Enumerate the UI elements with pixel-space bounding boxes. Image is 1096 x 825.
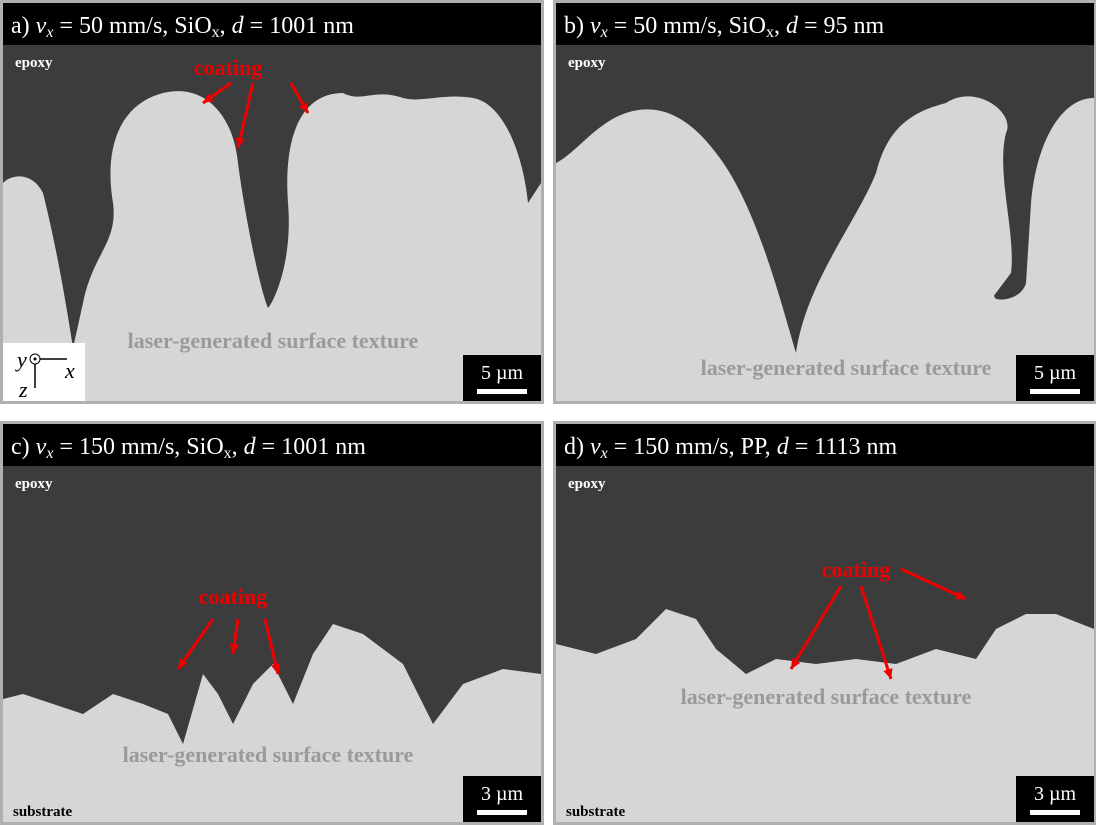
title-part: v bbox=[590, 434, 601, 460]
panel-title: d) vx = 150 mm/s, PP, d = 1113 nm bbox=[564, 434, 897, 462]
title-part: a) bbox=[11, 13, 36, 39]
epoxy-label: epoxy bbox=[568, 476, 606, 492]
texture-label: laser-generated surface texture bbox=[128, 328, 419, 353]
texture-label: laser-generated surface texture bbox=[123, 742, 414, 767]
panel-title: a) vx = 50 mm/s, SiOx, d = 1001 nm bbox=[11, 13, 354, 41]
title-part: , bbox=[232, 434, 244, 460]
micrograph: a) vx = 50 mm/s, SiOx, d = 1001 nm epoxy c… bbox=[3, 3, 541, 401]
micrograph: d) vx = 150 mm/s, PP, d = 1113 nm epoxy co… bbox=[556, 424, 1094, 822]
title-part: = 1001 nm bbox=[244, 13, 355, 39]
title-part: x bbox=[212, 24, 220, 41]
title-part: x bbox=[45, 445, 53, 462]
title-part: = 50 mm/s, SiO bbox=[53, 13, 211, 39]
axis-label: x bbox=[64, 358, 75, 383]
axis-y-dot bbox=[34, 358, 37, 361]
panel: c) vx = 150 mm/s, SiOx, d = 1001 nm epoxy… bbox=[0, 421, 544, 825]
scale-bar bbox=[1030, 810, 1080, 815]
coating-label: coating bbox=[194, 55, 262, 80]
title-part: = 50 mm/s, SiO bbox=[608, 13, 766, 39]
panel-title: b) vx = 50 mm/s, SiOx, d = 95 nm bbox=[564, 13, 885, 41]
panel: b) vx = 50 mm/s, SiOx, d = 95 nm epoxy las… bbox=[553, 0, 1096, 404]
title-part: , bbox=[774, 13, 786, 39]
epoxy-label: epoxy bbox=[568, 55, 606, 71]
coating-label: coating bbox=[199, 584, 267, 609]
epoxy-label: epoxy bbox=[15, 476, 53, 492]
title-part: b) bbox=[564, 13, 590, 39]
scale-label: 5 µm bbox=[481, 362, 524, 384]
substrate-label: substrate bbox=[13, 804, 73, 820]
title-part: = 150 mm/s, SiO bbox=[53, 434, 223, 460]
title-part: , bbox=[220, 13, 232, 39]
title-part: = 1113 nm bbox=[789, 434, 898, 460]
panel-title: c) vx = 150 mm/s, SiOx, d = 1001 nm bbox=[11, 434, 366, 462]
title-part: d) bbox=[564, 434, 590, 460]
title-part: v bbox=[36, 13, 47, 39]
title-part: x bbox=[600, 24, 608, 41]
title-part: x bbox=[600, 445, 608, 462]
axis-label: z bbox=[18, 377, 28, 401]
texture-label: laser-generated surface texture bbox=[701, 355, 992, 380]
figure: a) vx = 50 mm/s, SiOx, d = 1001 nmepoxyc… bbox=[0, 0, 1096, 825]
title-part: = 95 nm bbox=[798, 13, 885, 39]
epoxy-label: epoxy bbox=[15, 55, 53, 71]
micrograph: b) vx = 50 mm/s, SiOx, d = 95 nm epoxy las… bbox=[556, 3, 1094, 401]
panel: d) vx = 150 mm/s, PP, d = 1113 nm epoxy co… bbox=[553, 421, 1096, 825]
title-part: x bbox=[45, 24, 53, 41]
scale-bar bbox=[1030, 389, 1080, 394]
title-part: = 1001 nm bbox=[256, 434, 367, 460]
scale-label: 3 µm bbox=[481, 783, 524, 805]
scale-label: 3 µm bbox=[1034, 783, 1077, 805]
title-part: x bbox=[766, 24, 774, 41]
title-part: v bbox=[36, 434, 47, 460]
axis-label: y bbox=[15, 347, 27, 372]
title-part: x bbox=[224, 445, 232, 462]
substrate-label: substrate bbox=[566, 804, 626, 820]
title-part: c) bbox=[11, 434, 36, 460]
texture-label: laser-generated surface texture bbox=[681, 684, 972, 709]
scale-bar bbox=[477, 810, 527, 815]
coating-label: coating bbox=[822, 557, 890, 582]
scale-label: 5 µm bbox=[1034, 362, 1077, 384]
micrograph: c) vx = 150 mm/s, SiOx, d = 1001 nm epoxy… bbox=[3, 424, 541, 822]
panel: a) vx = 50 mm/s, SiOx, d = 1001 nm epoxy c… bbox=[0, 0, 544, 404]
title-part: = 150 mm/s, PP, bbox=[608, 434, 777, 460]
scale-bar bbox=[477, 389, 527, 394]
title-part: v bbox=[590, 13, 601, 39]
